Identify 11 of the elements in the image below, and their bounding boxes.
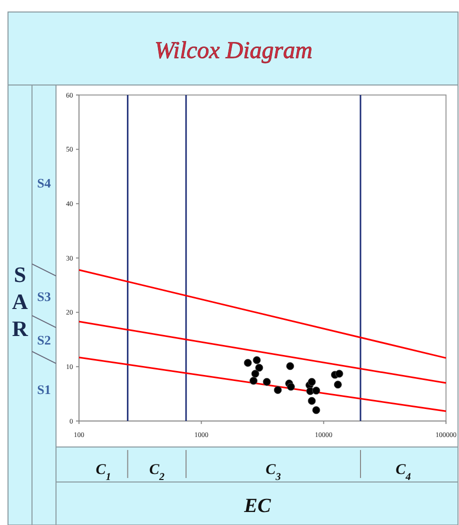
text: S1 [37,382,51,398]
text: C$_{3}$ [266,462,281,482]
text: S4 [37,175,52,190]
text: S3 [37,288,52,304]
text: C$_{4}$ [396,462,411,482]
text: S2 [37,332,51,348]
text: C$_{2}$ [149,462,166,482]
y-axis-title: SAR [12,262,30,341]
chart-title: Wilcox Diagram [154,38,312,64]
x-axis-title: EC [243,495,272,517]
text: C$_{1}$ [96,462,111,482]
